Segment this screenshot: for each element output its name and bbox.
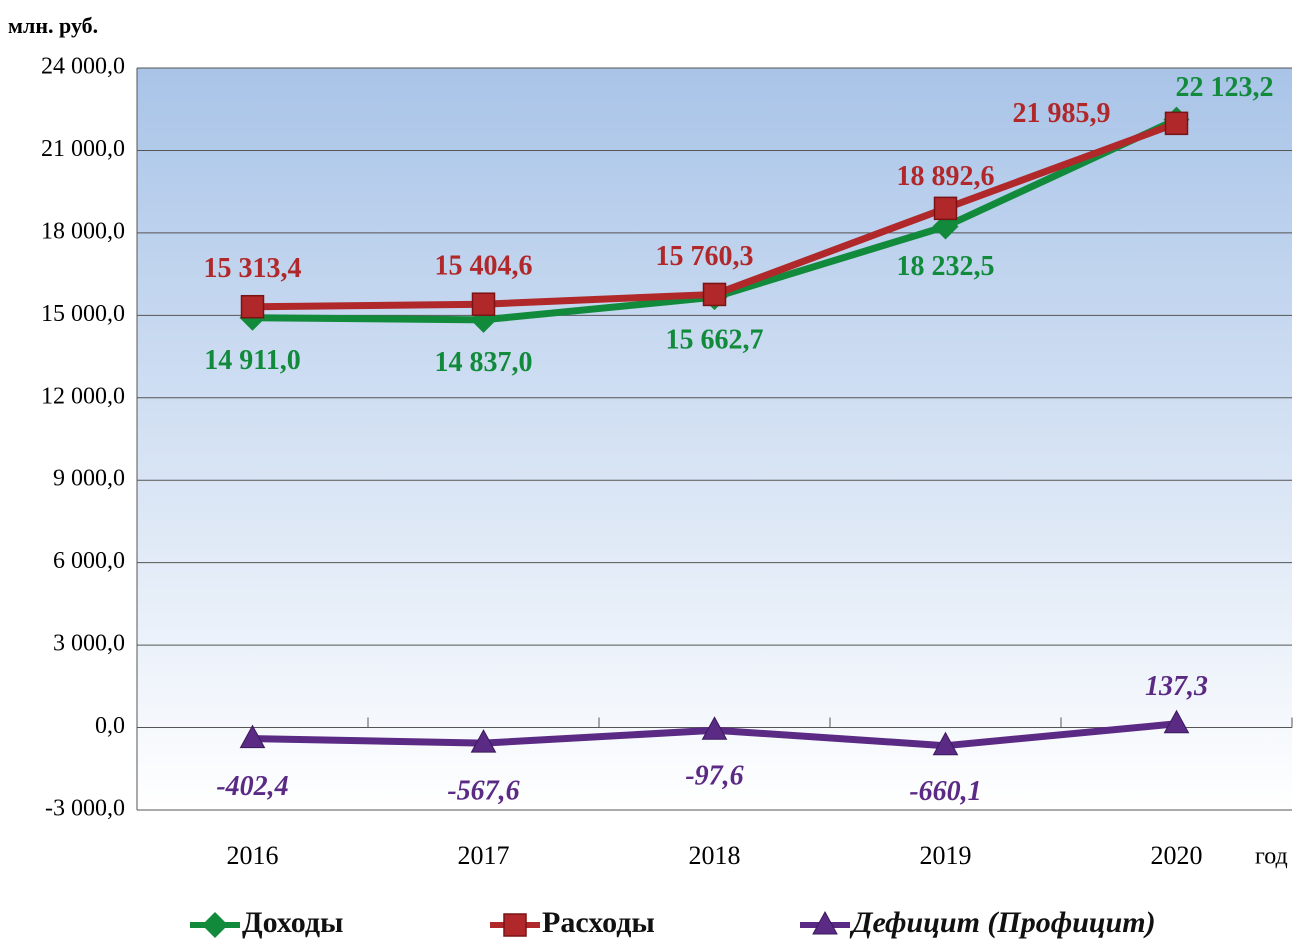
marker bbox=[933, 196, 958, 221]
y-tick-label: 6 000,0 bbox=[53, 548, 125, 574]
marker bbox=[470, 729, 497, 753]
data-label: 18 232,5 bbox=[897, 251, 995, 282]
y-tick-label: 24 000,0 bbox=[41, 54, 125, 80]
data-label: 15 404,6 bbox=[435, 251, 533, 282]
marker bbox=[239, 724, 266, 749]
marker bbox=[1163, 709, 1190, 734]
data-label: 137,3 bbox=[1145, 671, 1208, 702]
y-tick-label: 18 000,0 bbox=[41, 218, 125, 244]
y-tick-label: 12 000,0 bbox=[41, 383, 125, 409]
legend-label: Расходы bbox=[542, 906, 655, 939]
x-axis-label: год bbox=[1255, 844, 1288, 870]
marker bbox=[932, 731, 959, 756]
data-label: 15 662,7 bbox=[666, 325, 764, 356]
legend-label: Доходы bbox=[242, 906, 343, 939]
x-tick-label: 2019 bbox=[920, 841, 972, 870]
data-label: -97,6 bbox=[685, 761, 743, 792]
data-label: 14 911,0 bbox=[204, 345, 300, 376]
marker bbox=[471, 292, 496, 316]
data-label: 21 985,9 bbox=[1013, 98, 1111, 129]
data-label: 22 123,2 bbox=[1176, 72, 1274, 103]
x-tick-label: 2017 bbox=[458, 841, 510, 870]
y-tick-label: -3 000,0 bbox=[45, 796, 125, 822]
marker bbox=[240, 294, 265, 319]
y-tick-label: 15 000,0 bbox=[41, 301, 125, 327]
marker bbox=[202, 912, 228, 938]
data-label: -567,6 bbox=[447, 776, 519, 807]
data-label: -660,1 bbox=[909, 776, 981, 807]
y-tick-label: 9 000,0 bbox=[53, 466, 125, 492]
y-axis-label: млн. руб. bbox=[8, 13, 98, 38]
x-tick-label: 2016 bbox=[227, 841, 279, 870]
plot-area bbox=[137, 68, 1292, 810]
data-label: 14 837,0 bbox=[435, 347, 533, 378]
y-tick-label: 3 000,0 bbox=[53, 631, 125, 657]
data-label: 18 892,6 bbox=[897, 161, 995, 192]
marker bbox=[812, 910, 838, 935]
y-tick-label: 21 000,0 bbox=[41, 136, 125, 162]
x-tick-label: 2018 bbox=[689, 841, 741, 870]
legend-label: Дефицит (Профицит) bbox=[849, 906, 1156, 939]
marker bbox=[1164, 111, 1189, 136]
data-label: 15 313,4 bbox=[204, 253, 302, 284]
data-label: -402,4 bbox=[216, 771, 288, 802]
x-tick-label: 2020 bbox=[1151, 841, 1203, 870]
marker bbox=[702, 282, 727, 307]
marker bbox=[503, 913, 527, 937]
marker bbox=[701, 716, 728, 740]
y-tick-label: 0,0 bbox=[95, 713, 125, 739]
data-label: 15 760,3 bbox=[656, 241, 754, 272]
